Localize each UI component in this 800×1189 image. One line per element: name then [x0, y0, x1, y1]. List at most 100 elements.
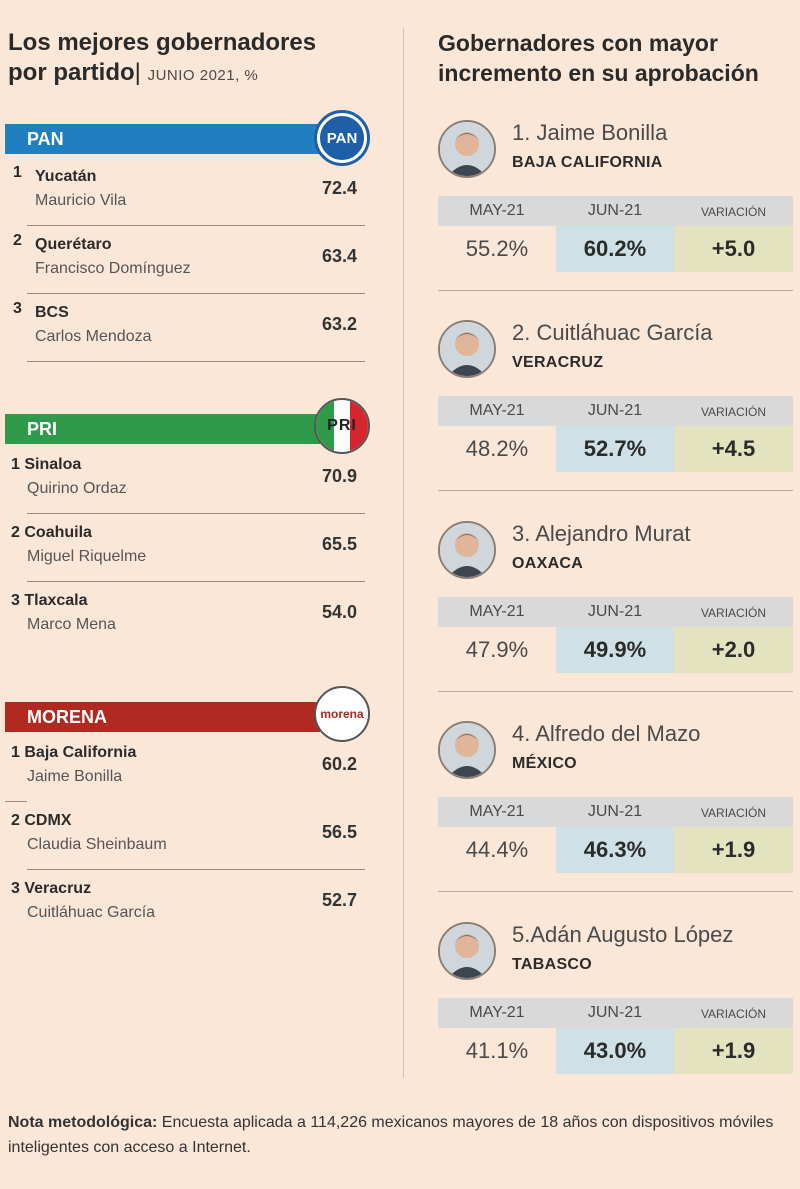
col-var-header: VARIACIÓN — [700, 205, 767, 219]
morena-logo-text: morena — [320, 707, 364, 721]
governor-photo — [438, 922, 496, 980]
party-name: PAN — [27, 129, 64, 149]
morena-logo: morena — [314, 686, 370, 742]
governor-name: Quirino Ordaz — [27, 480, 127, 497]
party-name: MORENA — [27, 707, 107, 727]
ranking-row: 1 Yucatán Mauricio Vila 72.4 — [5, 158, 365, 226]
governor-name: 5.Adán Augusto López — [512, 922, 734, 947]
may-value: 55.2% — [465, 236, 529, 261]
col-jun-header: JUN-21 — [587, 603, 643, 620]
table-row: 44.4% 46.3% +1.9 — [438, 827, 793, 873]
right-title: Gobernadores con mayor incremento en su … — [438, 28, 759, 88]
variation-value: +4.5 — [674, 426, 793, 472]
party-bar-morena: MORENA — [5, 702, 320, 732]
rank-number: 2 — [11, 524, 20, 541]
person-icon — [440, 322, 494, 376]
person-icon — [440, 122, 494, 176]
right-title-line2: incremento en su aprobación — [438, 60, 759, 86]
state-name: Coahuila — [24, 524, 92, 541]
approval-value: 72.4 — [321, 178, 357, 198]
col-jun-header: JUN-21 — [587, 402, 643, 419]
note-label: Nota metodológica: — [8, 1114, 158, 1131]
may-value: 47.9% — [465, 637, 529, 662]
variation-value: +1.9 — [674, 1028, 793, 1074]
party-name: PRI — [27, 419, 58, 439]
pri-logo-text: PRI — [327, 417, 357, 434]
card-divider — [438, 290, 793, 291]
left-title: Los mejores gobernadores por partido| JU… — [8, 28, 316, 91]
state-name: Querétaro — [35, 236, 112, 253]
approval-value: 52.7 — [321, 890, 357, 910]
state-name: CDMX — [24, 812, 72, 829]
col-var-header: VARIACIÓN — [700, 405, 767, 419]
row-divider — [27, 293, 365, 294]
state-name: Yucatán — [35, 168, 97, 185]
col-may-header: MAY-21 — [469, 603, 525, 620]
ranking-row: 2 Querétaro Francisco Domínguez 63.4 — [5, 226, 365, 294]
approval-value: 70.9 — [321, 466, 357, 486]
rank-number: 3 — [11, 880, 20, 897]
governor-photo — [438, 721, 496, 779]
approval-value: 63.2 — [321, 314, 357, 334]
governor-name: Jaime Bonilla — [27, 768, 123, 785]
governor-state: TABASCO — [512, 956, 593, 973]
variation-value: +5.0 — [674, 226, 793, 272]
variation-value: +2.0 — [674, 627, 793, 673]
rank-number: 2 — [13, 232, 22, 249]
governor-name: Cuitláhuac García — [27, 904, 156, 921]
column-divider — [403, 28, 404, 1078]
governor-name: 3. Alejandro Murat — [512, 521, 691, 546]
col-var-header: VARIACIÓN — [700, 806, 767, 820]
left-subtitle: JUNIO 2021, % — [147, 67, 259, 84]
governor-card: 5.Adán Augusto López TABASCO MAY-21 JUN-21 V… — [438, 922, 793, 1094]
table-header: MAY-21 JUN-21 VARIACIÓN — [438, 196, 793, 226]
governor-photo — [438, 521, 496, 579]
ranking-row: 3 BCS Carlos Mendoza 63.2 — [5, 294, 365, 362]
ranking-row: 2 Coahuila Miguel Riquelme 65.5 — [5, 514, 365, 582]
governor-card: 4. Alfredo del Mazo MÉXICO MAY-21 JUN-21 VAR… — [438, 721, 793, 893]
col-jun-header: JUN-21 — [587, 1004, 643, 1021]
row-divider — [27, 581, 365, 582]
col-may-header: MAY-21 — [469, 803, 525, 820]
governor-name: Marco Mena — [27, 616, 116, 633]
card-divider — [438, 691, 793, 692]
ranking-row: 1 Baja California Jaime Bonilla 60.2 — [5, 734, 365, 802]
ranking-row: 1 Sinaloa Quirino Ordaz 70.9 — [5, 446, 365, 514]
col-jun-header: JUN-21 — [587, 803, 643, 820]
person-icon — [440, 924, 494, 978]
right-title-line1: Gobernadores con mayor — [438, 30, 718, 56]
row-divider — [27, 869, 365, 870]
col-may-header: MAY-21 — [469, 1004, 525, 1021]
col-may-header: MAY-21 — [469, 202, 525, 219]
col-may-header: MAY-21 — [469, 402, 525, 419]
left-title-line2: por partido| JUNIO 2021, % — [8, 59, 259, 86]
governor-card: 3. Alejandro Murat OAXACA MAY-21 JUN-21 VARI… — [438, 521, 793, 693]
approval-value: 54.0 — [321, 602, 357, 622]
governor-card: 1. Jaime Bonilla BAJA CALIFORNIA MAY-21 JUN… — [438, 120, 793, 292]
pan-logo: PAN — [314, 110, 370, 166]
rank-number: 3 — [13, 300, 22, 317]
col-jun-header: JUN-21 — [587, 202, 643, 219]
governor-name: 1. Jaime Bonilla — [512, 120, 668, 145]
governor-state: MÉXICO — [512, 755, 577, 772]
jun-value: 52.7% — [556, 426, 674, 472]
person-icon — [440, 723, 494, 777]
left-title-line2-text: por partido — [8, 59, 135, 86]
rank-number: 1 — [11, 456, 20, 473]
approval-value: 63.4 — [321, 246, 357, 266]
rank-number: 1 — [13, 164, 22, 181]
card-divider — [438, 891, 793, 892]
ranking-row: 3 Veracruz Cuitláhuac García 52.7 — [5, 870, 365, 938]
table-row: 41.1% 43.0% +1.9 — [438, 1028, 793, 1074]
state-name: Sinaloa — [24, 456, 82, 473]
approval-value: 56.5 — [321, 822, 357, 842]
governor-state: OAXACA — [512, 555, 584, 572]
may-value: 44.4% — [465, 837, 529, 862]
note-text: Encuesta aplicada a 114,226 mexicanos ma… — [8, 1114, 774, 1156]
governor-name: Francisco Domínguez — [35, 260, 191, 277]
governor-name: 2. Cuitláhuac García — [512, 320, 713, 345]
governor-state: BAJA CALIFORNIA — [512, 154, 663, 171]
table-header: MAY-21 JUN-21 VARIACIÓN — [438, 597, 793, 627]
state-name: Baja California — [24, 744, 137, 761]
governor-photo — [438, 320, 496, 378]
